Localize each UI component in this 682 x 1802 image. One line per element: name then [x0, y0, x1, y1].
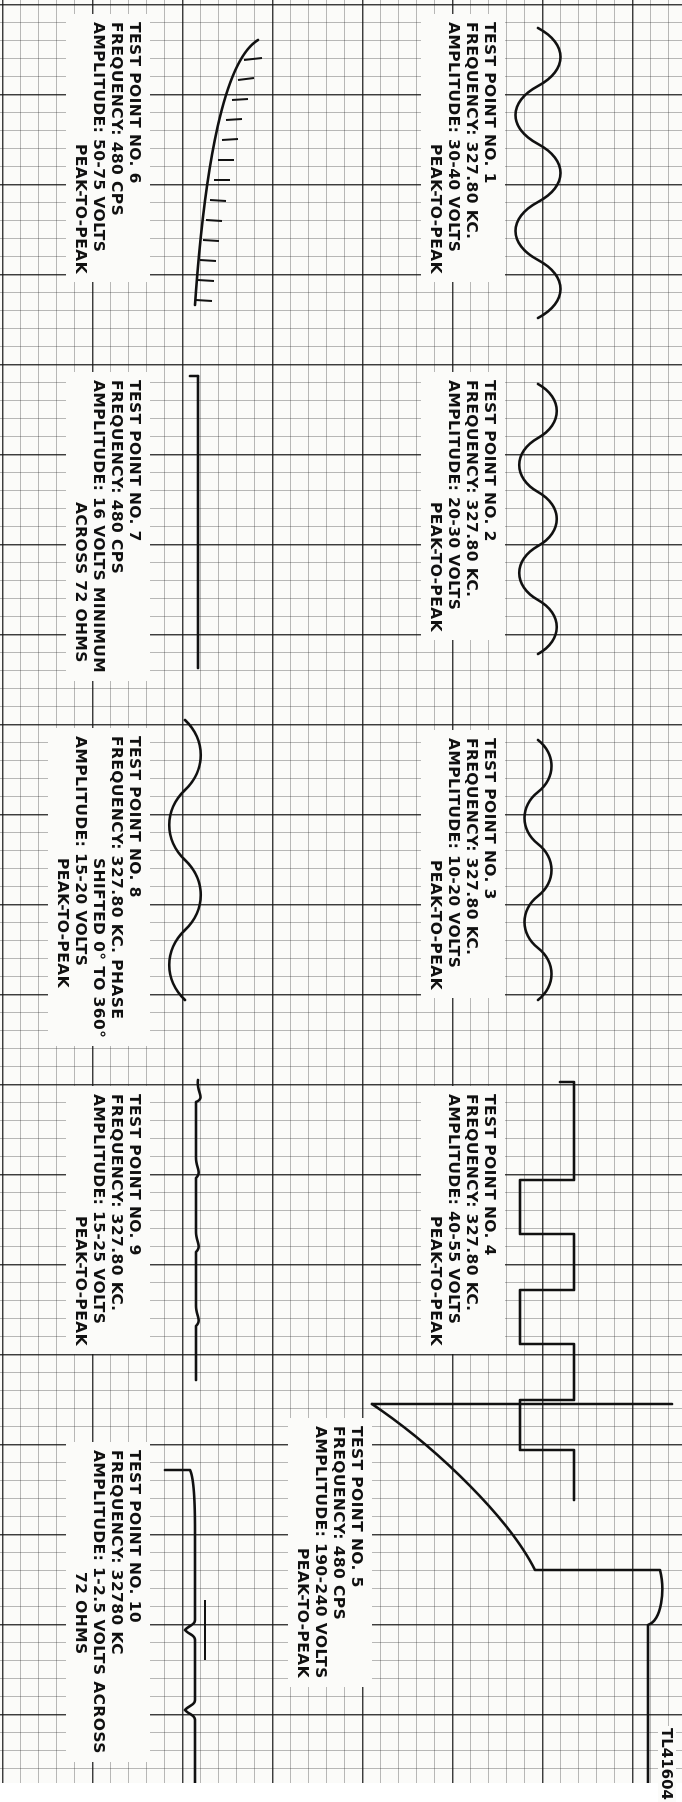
tp7-line1: TEST POINT NO. 7 [126, 380, 144, 542]
waveform-tp6-curve [193, 38, 260, 307]
tp7-line3: AMPLITUDE: 16 VOLTS MINIMUM [90, 380, 108, 674]
waveform-tp2-sine [517, 382, 559, 656]
label-test-point-1: TEST POINT NO. 1 FREQUENCY: 327.80 KC. A… [421, 14, 505, 282]
label-test-point-8: TEST POINT NO. 8 FREQUENCY: 327.80 KC. P… [48, 728, 150, 1047]
waveform-tp4-square [518, 1080, 576, 1502]
label-test-point-4: TEST POINT NO. 4 FREQUENCY: 327.80 KC. A… [421, 1086, 505, 1354]
tp8-line2: FREQUENCY: 327.80 KC. PHASE [108, 736, 126, 1020]
tp6-line3: AMPLITUDE: 50-75 VOLTS [90, 22, 108, 253]
tp2-line4: PEAK-TO-PEAK [427, 502, 445, 632]
tp2-line2: FREQUENCY: 327.80 KC. [463, 380, 481, 598]
tp8-line4: AMPLITUDE: 15-20 VOLTS [72, 736, 90, 967]
waveform-tp3-sine [523, 738, 553, 1002]
tp8-line1: TEST POINT NO. 8 [126, 736, 144, 898]
tp3-line3: AMPLITUDE: 10-20 VOLTS [445, 738, 463, 969]
label-test-point-10: TEST POINT NO. 10 FREQUENCY: 32780 KC AM… [66, 1442, 150, 1762]
tp7-line2: FREQUENCY: 480 CPS [108, 380, 126, 575]
tp7-line4: ACROSS 72 OHMS [72, 502, 90, 663]
tp3-line2: FREQUENCY: 327.80 KC. [463, 738, 481, 956]
label-test-point-7: TEST POINT NO. 7 FREQUENCY: 480 CPS AMPL… [66, 372, 150, 682]
tp1-line4: PEAK-TO-PEAK [427, 144, 445, 274]
label-test-point-2: TEST POINT NO. 2 FREQUENCY: 327.80 KC. A… [421, 372, 505, 640]
tp5-line1: TEST POINT NO. 5 [348, 1426, 366, 1588]
tp6-line2: FREQUENCY: 480 CPS [108, 22, 126, 217]
tp10-line1: TEST POINT NO. 10 [126, 1450, 144, 1624]
tp6-line4: PEAK-TO-PEAK [72, 144, 90, 274]
label-test-point-6: TEST POINT NO. 6 FREQUENCY: 480 CPS AMPL… [66, 14, 150, 282]
waveform-tp8-sine [167, 718, 203, 1002]
tp8-line3: SHIFTED 0° TO 360° [90, 858, 108, 1039]
tp1-line1: TEST POINT NO. 1 [481, 22, 499, 184]
tp10-line3: AMPLITUDE: 1-2.5 VOLTS ACROSS [90, 1450, 108, 1754]
tp5-line3: AMPLITUDE: 190-240 VOLTS [312, 1426, 330, 1679]
tp10-line4: 72 OHMS [72, 1572, 90, 1655]
label-test-point-3: TEST POINT NO. 3 FREQUENCY: 327.80 KC. A… [421, 730, 505, 998]
tp2-line3: AMPLITUDE: 20-30 VOLTS [445, 380, 463, 611]
tp3-line4: PEAK-TO-PEAK [427, 860, 445, 990]
tp10-line2: FREQUENCY: 32780 KC [108, 1450, 126, 1655]
tp9-line3: AMPLITUDE: 15-25 VOLTS [90, 1094, 108, 1325]
tp1-line2: FREQUENCY: 327.80 KC. [463, 22, 481, 240]
waveform-tp1-sine [514, 26, 562, 320]
label-test-point-9: TEST POINT NO. 9 FREQUENCY: 327.80 KC. A… [66, 1086, 150, 1354]
tp6-line1: TEST POINT NO. 6 [126, 22, 144, 184]
tp2-line1: TEST POINT NO. 2 [481, 380, 499, 542]
tp4-line3: AMPLITUDE: 40-55 VOLTS [445, 1094, 463, 1325]
tp9-line4: PEAK-TO-PEAK [72, 1216, 90, 1346]
tp8-line5: PEAK-TO-PEAK [54, 858, 72, 988]
label-test-point-5: TEST POINT NO. 5 FREQUENCY: 480 CPS AMPL… [288, 1418, 372, 1687]
tp5-line4: PEAK-TO-PEAK [294, 1548, 312, 1678]
tp5-line2: FREQUENCY: 480 CPS [330, 1426, 348, 1621]
waveform-tp9-spikes [194, 1078, 202, 1382]
tp3-line1: TEST POINT NO. 3 [481, 738, 499, 900]
tp9-line1: TEST POINT NO. 9 [126, 1094, 144, 1256]
tp4-line1: TEST POINT NO. 4 [481, 1094, 499, 1256]
waveform-tp10-pulses [163, 1468, 197, 1783]
tp4-line4: PEAK-TO-PEAK [427, 1216, 445, 1346]
tp9-line2: FREQUENCY: 327.80 KC. [108, 1094, 126, 1312]
figure-reference: TL41604 [658, 1726, 676, 1802]
tp1-line3: AMPLITUDE: 30-40 VOLTS [445, 22, 463, 253]
tp4-line2: FREQUENCY: 327.80 KC. [463, 1094, 481, 1312]
